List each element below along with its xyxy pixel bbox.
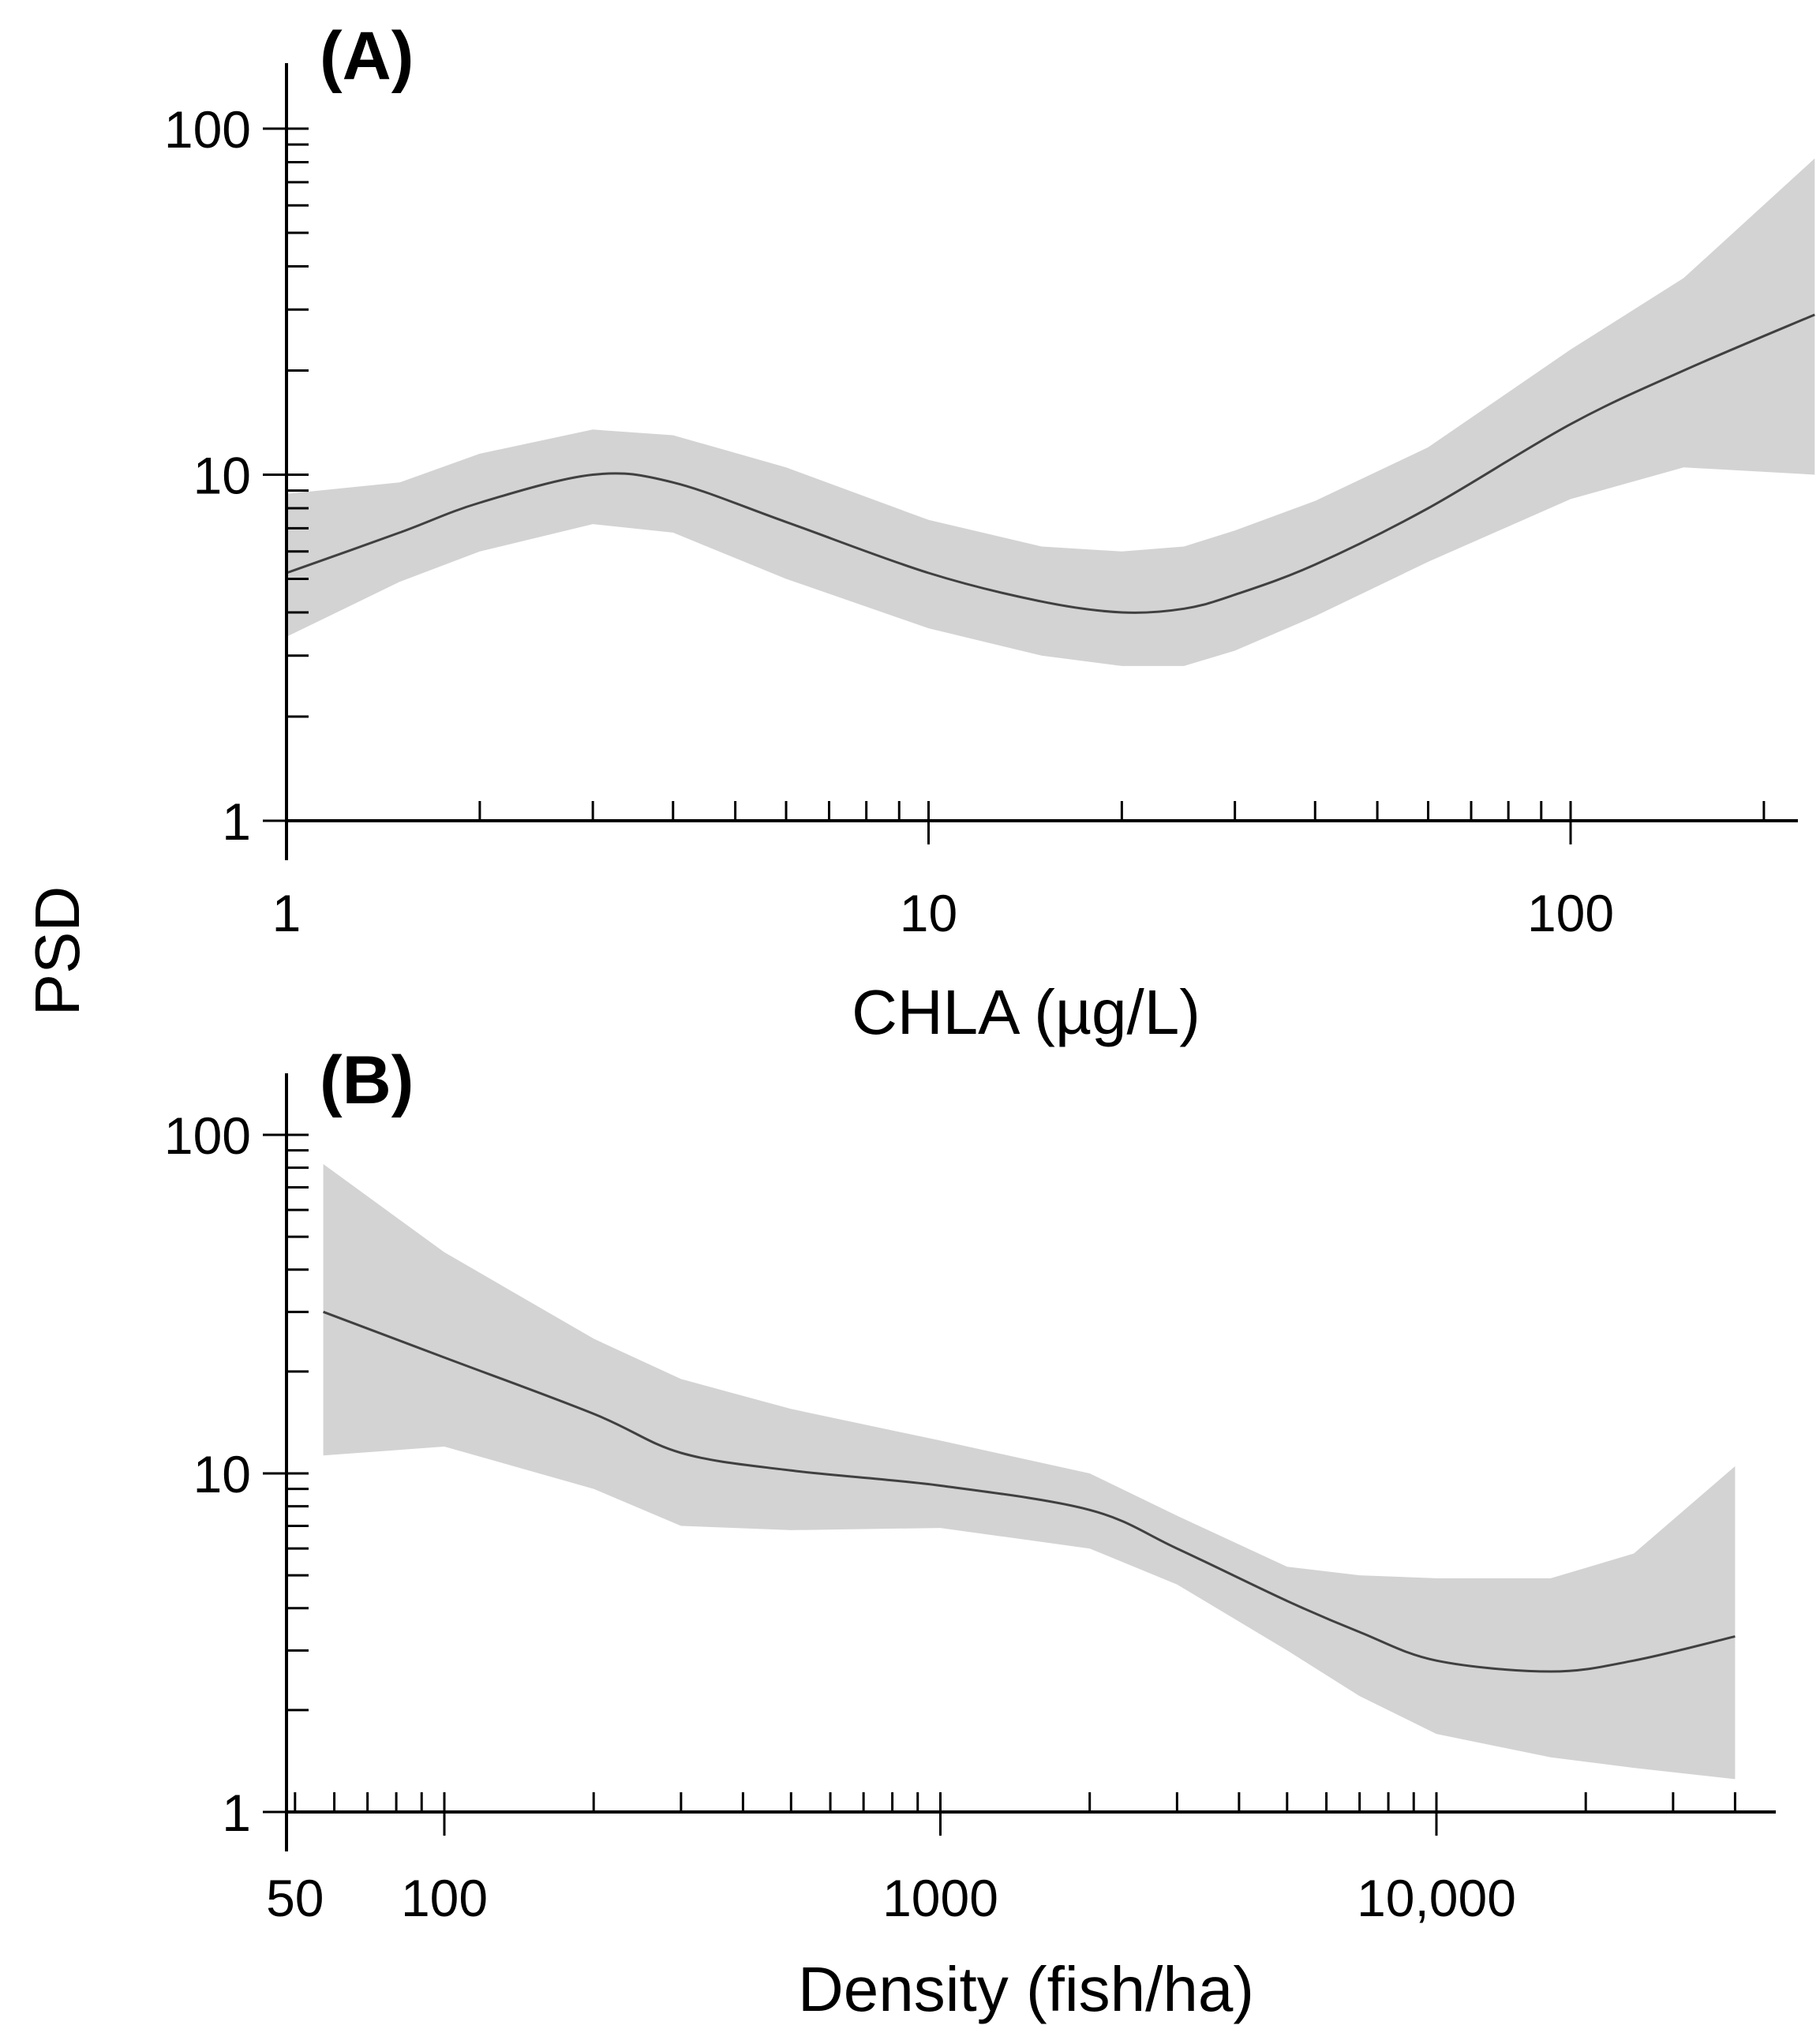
- x-tick-label: 10: [900, 884, 957, 942]
- y-tick-label: 100: [164, 1106, 251, 1165]
- panel-b-x-axis-title: Density (fish/ha): [798, 1954, 1254, 2024]
- confidence-band: [323, 1164, 1736, 1780]
- y-tick-label: 10: [193, 447, 251, 505]
- x-tick-label: 10,000: [1357, 1869, 1516, 1927]
- y-tick-label: 10: [193, 1445, 251, 1503]
- y-tick-label: 100: [164, 100, 251, 159]
- panel-a: (A) CHLA (µg/L) 1 10 100 1 10 100: [164, 18, 1815, 1047]
- y-tick-label: 1: [222, 1784, 251, 1842]
- panel-b-label: (B): [320, 1043, 414, 1118]
- y-axis-title: PSD: [22, 886, 92, 1016]
- fit-line: [286, 313, 1815, 614]
- fit-line: [323, 1310, 1736, 1673]
- confidence-band: [286, 158, 1815, 666]
- x-tick-label: 100: [401, 1869, 488, 1927]
- x-tick-label: 1: [272, 884, 301, 942]
- x-tick-label: 100: [1527, 884, 1614, 942]
- y-tick-label: 1: [222, 792, 251, 851]
- panel-a-x-axis-title: CHLA (µg/L): [852, 977, 1200, 1047]
- x-tick-label: 50: [266, 1869, 324, 1927]
- panel-b: (B) Density (fish/ha) 1 10 100 50 100 1000 10,…: [164, 1043, 1776, 2024]
- panel-a-label: (A): [320, 18, 414, 94]
- x-tick-label: 1000: [882, 1869, 998, 1927]
